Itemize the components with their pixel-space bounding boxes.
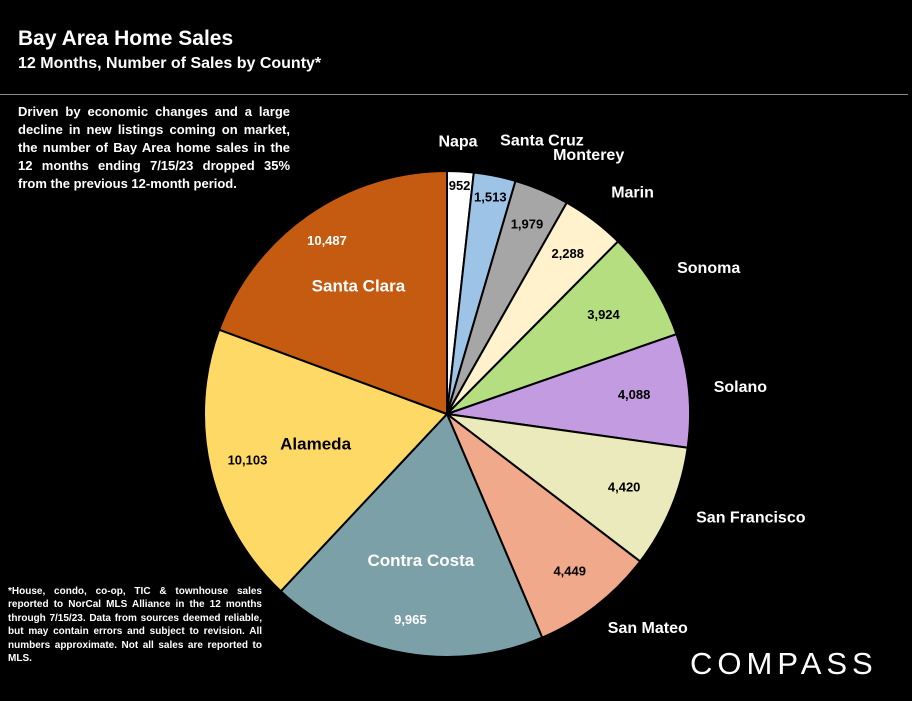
category-label-san-mateo: San Mateo bbox=[608, 620, 688, 637]
category-label-sonoma: Sonoma bbox=[677, 260, 740, 277]
pie-slice-san-francisco bbox=[443, 412, 689, 563]
category-label-solano: Solano bbox=[714, 379, 768, 396]
pie-slice-sonoma bbox=[446, 239, 678, 415]
value-label-monterey: 1,979 bbox=[511, 217, 544, 232]
value-label-sonoma: 3,924 bbox=[587, 307, 620, 322]
pie-slice-santa-clara bbox=[217, 169, 448, 416]
category-label-contra-costa: Contra Costa bbox=[367, 551, 474, 570]
pie-slice-san-mateo bbox=[444, 410, 642, 639]
category-label-santa-clara: Santa Clara bbox=[312, 276, 406, 295]
category-label-napa: Napa bbox=[438, 134, 477, 151]
category-label-monterey: Monterey bbox=[553, 147, 624, 164]
chart-title: Bay Area Home Sales bbox=[18, 27, 234, 50]
category-label-santa-cruz: Santa Cruz bbox=[500, 133, 584, 150]
commentary-text: Driven by economic changes and a large d… bbox=[18, 104, 290, 191]
pie-slice-solano bbox=[446, 332, 691, 449]
value-label-santa-clara: 10,487 bbox=[307, 233, 347, 248]
header-divider bbox=[0, 94, 908, 95]
category-label-san-francisco: San Francisco bbox=[696, 509, 806, 526]
category-label-alameda: Alameda bbox=[280, 434, 351, 453]
value-label-solano: 4,088 bbox=[618, 387, 651, 402]
category-label-marin: Marin bbox=[611, 184, 654, 201]
value-label-contra-costa: 9,965 bbox=[394, 612, 427, 627]
value-label-napa: 952 bbox=[449, 178, 471, 193]
value-label-san-mateo: 4,449 bbox=[553, 563, 586, 578]
compass-logo: COMPASS bbox=[690, 646, 878, 681]
value-label-alameda: 10,103 bbox=[228, 452, 268, 467]
chart-subtitle: 12 Months, Number of Sales by County* bbox=[18, 55, 322, 72]
value-label-santa-cruz: 1,513 bbox=[474, 190, 507, 205]
footnote-text: *House, condo, co-op, TIC & townhouse sa… bbox=[8, 586, 262, 665]
value-label-marin: 2,288 bbox=[551, 246, 584, 261]
value-label-san-francisco: 4,420 bbox=[608, 479, 641, 494]
pie-slice-contra-costa bbox=[279, 412, 544, 658]
pie-slice-alameda bbox=[203, 328, 449, 593]
